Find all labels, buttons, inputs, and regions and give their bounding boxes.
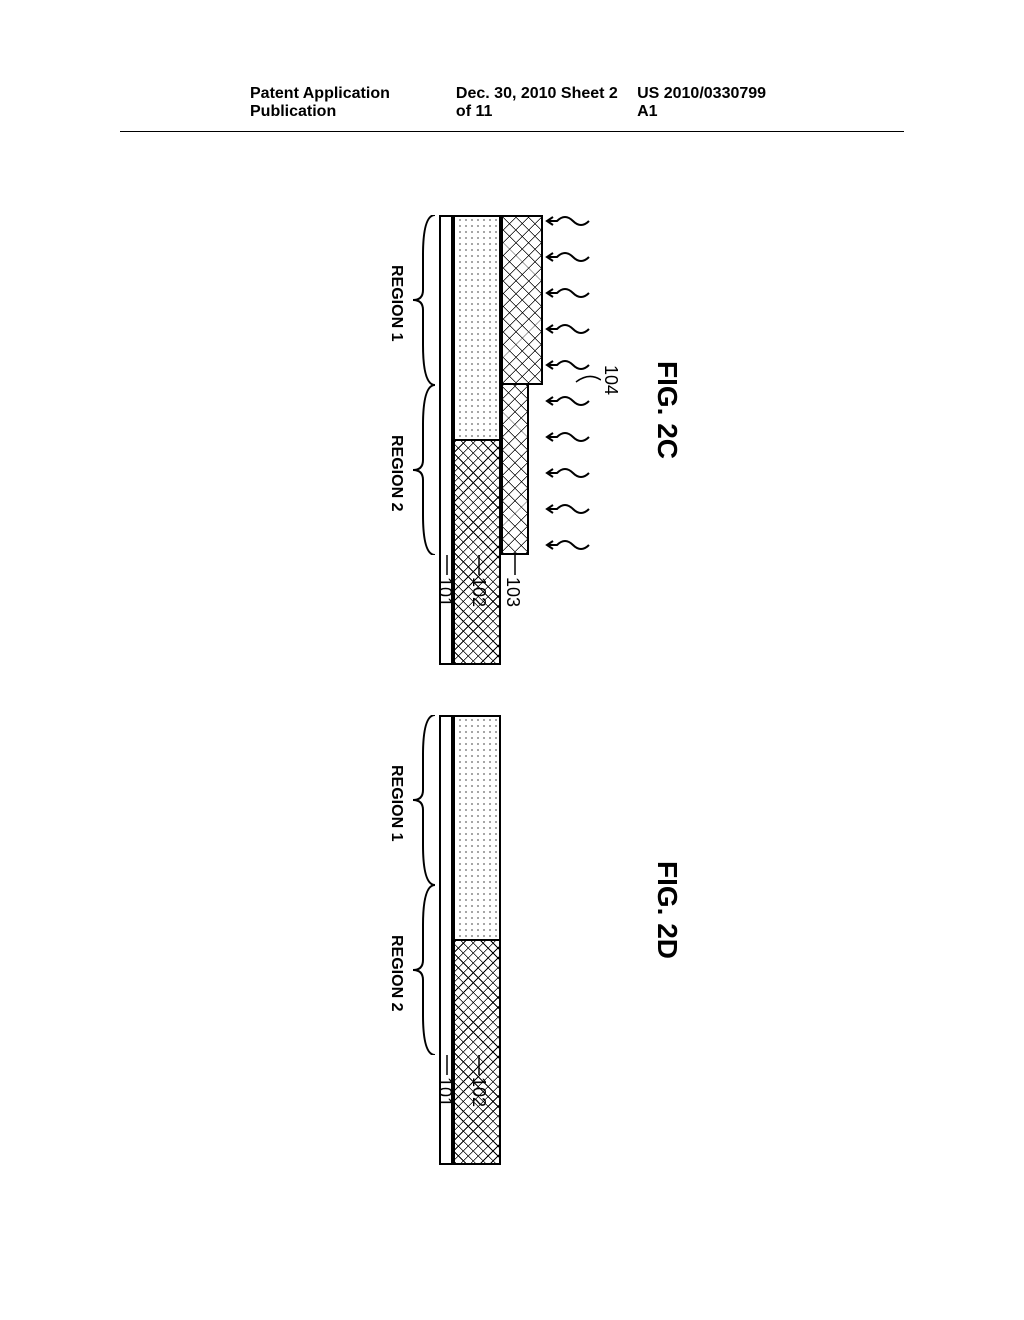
wavy-arrow-icon [541, 539, 591, 557]
ref-leads-2c [436, 555, 521, 577]
figure-2c: FIG. 2C 104 [341, 185, 683, 635]
wavy-arrows-2c [541, 215, 591, 557]
layer-102-region2-2d [455, 941, 499, 1163]
brace-region2-2c [410, 385, 435, 555]
wavy-arrow-icon [541, 287, 591, 305]
brace-region1-2d [410, 715, 435, 885]
fig-2d-diagram: 102 101 REGION 1 REGION 2 [341, 685, 621, 1135]
wavy-arrow-icon [541, 395, 591, 413]
region2-label-2c: REGION 2 [387, 435, 405, 511]
fig-2c-label: FIG. 2C [651, 185, 683, 635]
layer-103-region1 [501, 215, 543, 385]
ref-103: 103 [502, 577, 523, 607]
fig-2d-label: FIG. 2D [651, 685, 683, 1135]
wavy-arrow-icon [541, 323, 591, 341]
region1-label-2d: REGION 1 [387, 765, 405, 841]
wavy-arrow-icon [541, 503, 591, 521]
header-left: Patent Application Publication [250, 85, 456, 121]
ref-104: 104 [600, 365, 621, 395]
layer-102-region1 [455, 217, 499, 441]
ref-102-2d: 102 [468, 1077, 489, 1107]
wavy-arrow-icon [541, 251, 591, 269]
wavy-arrow-icon [541, 467, 591, 485]
header-center: Dec. 30, 2010 Sheet 2 of 11 [456, 85, 637, 121]
layer-102-region2 [455, 441, 499, 663]
region1-label-2c: REGION 1 [387, 265, 405, 341]
figures-container: FIG. 2C 104 [132, 160, 892, 1160]
header: Patent Application Publication Dec. 30, … [120, 0, 904, 132]
brace-region2-2d [410, 885, 435, 1055]
wavy-arrow-icon [541, 431, 591, 449]
brace-region1-2c [410, 215, 435, 385]
wavy-arrow-icon [541, 215, 591, 233]
ref-leads-2d [436, 1055, 491, 1077]
wavy-arrow-icon [541, 359, 591, 377]
header-right: US 2010/0330799 A1 [637, 85, 774, 121]
ref-102: 102 [468, 577, 489, 607]
ref-101-2d: 101 [434, 1077, 455, 1107]
layer-103 [501, 215, 543, 555]
layer-103-region2 [501, 385, 529, 555]
region2-label-2d: REGION 2 [387, 935, 405, 1011]
figure-2d: FIG. 2D 102 101 [341, 685, 683, 1135]
layer-102-region1-2d [455, 717, 499, 941]
fig-2c-diagram: 104 [341, 185, 621, 635]
ref-101: 101 [434, 577, 455, 607]
